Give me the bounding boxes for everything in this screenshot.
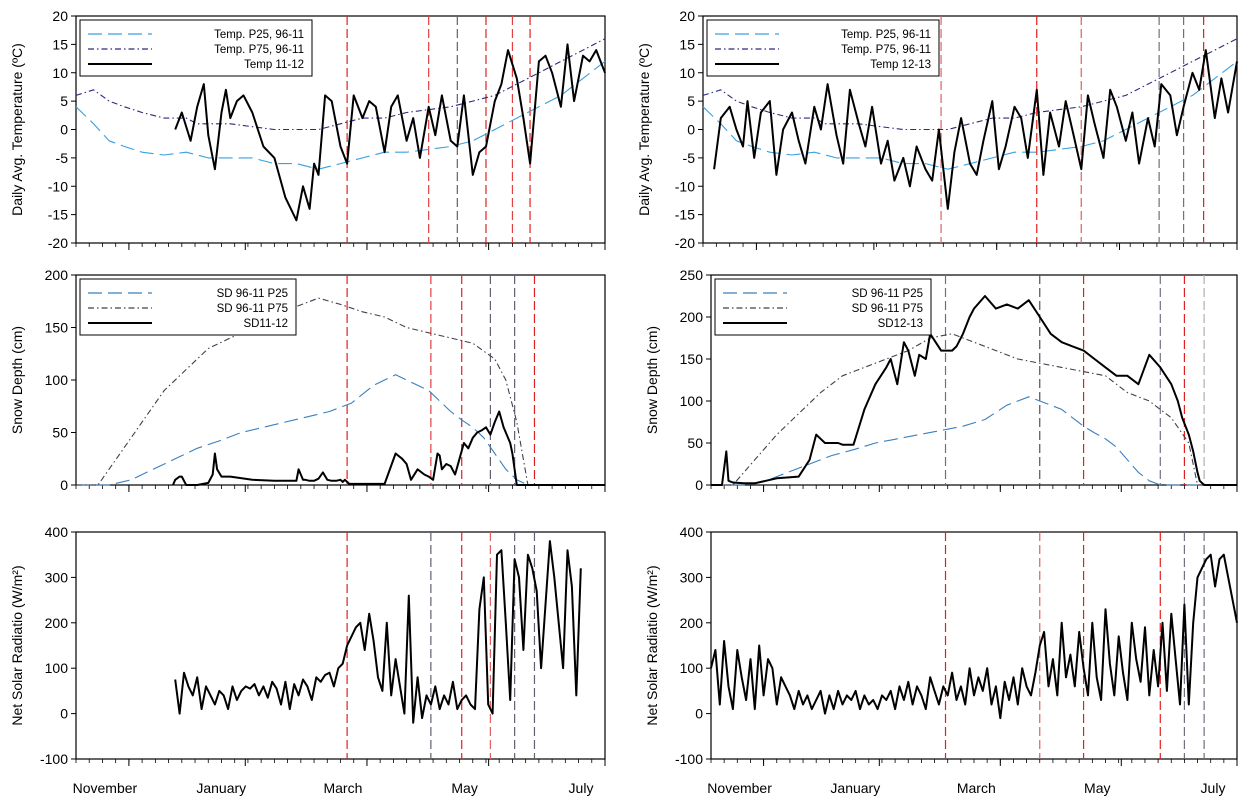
y-tick-label: -5: [683, 150, 696, 166]
y-tick-label: 400: [680, 524, 704, 540]
y-tick-label: 300: [45, 569, 69, 585]
y-tick-label: 20: [679, 8, 695, 24]
legend-box: [706, 19, 940, 77]
y-axis-title: Net Solar Radiatio (W/m²): [9, 565, 25, 725]
legend-label: SD12-13: [878, 318, 923, 330]
series-line-0: [710, 553, 1238, 720]
x-tick-label: July: [1201, 780, 1226, 796]
y-tick-label: -100: [40, 751, 68, 767]
y-tick-label: -15: [675, 207, 695, 223]
legend-label: Temp 12-13: [870, 59, 931, 71]
x-tick-label: January: [830, 780, 880, 796]
y-tick-label: 200: [45, 615, 69, 631]
y-tick-label: 100: [680, 393, 704, 409]
y-tick-label: 400: [45, 524, 69, 540]
legend-label: SD 96-11 P25: [217, 288, 288, 300]
y-axis-title: Daily Avg. Temperature (ºC): [9, 43, 25, 216]
legend-box: [79, 278, 297, 336]
legend-label: SD11-12: [243, 318, 288, 330]
y-tick-label: -5: [56, 150, 69, 166]
y-tick-label: 100: [45, 372, 69, 388]
series-line-2: [174, 43, 606, 222]
series-line-0: [76, 374, 605, 486]
y-tick-label: 10: [679, 65, 695, 81]
y-tick-label: -15: [48, 207, 68, 223]
y-axis-title: Daily Avg. Temperature (ºC): [636, 43, 652, 216]
x-tick-label: January: [196, 780, 246, 796]
series-line-1: [711, 333, 1237, 486]
series-line-0: [711, 396, 1237, 486]
x-tick-label: May: [451, 780, 477, 796]
y-axis-title: Snow Depth (cm): [644, 326, 660, 434]
legend-box: [714, 278, 932, 336]
x-tick-label: July: [569, 780, 594, 796]
y-tick-label: -10: [675, 178, 695, 194]
y-tick-label: 50: [687, 435, 703, 451]
panel-temp-11-12: 20 15 10 5 0 -5 -10 -15 -20 Daily Avg. Temperatur…: [9, 8, 606, 251]
series-line-0: [174, 540, 582, 724]
legend-label: SD 96-11 P75: [852, 303, 923, 315]
x-tick-label: November: [73, 780, 138, 796]
y-axis-title: Snow Depth (cm): [9, 326, 25, 434]
y-tick-label: 200: [45, 267, 69, 283]
y-tick-label: -20: [48, 235, 68, 251]
y-tick-label: 200: [680, 309, 704, 325]
panel-snow-depth-11-12: 200 150 100 50 0 Snow Depth (cm) SD 96-11 P25 S…: [9, 267, 606, 493]
y-tick-label: 0: [695, 706, 703, 722]
x-tick-label: November: [707, 780, 772, 796]
series-line-0: [702, 60, 1238, 170]
panel-snow-depth-12-13: 250 200 150 100 50 0 Snow Depth (cm) SD 96-11 P…: [644, 267, 1238, 493]
series-line-1: [75, 38, 606, 131]
y-tick-label: 5: [687, 93, 695, 109]
y-tick-label: 0: [60, 122, 68, 138]
y-tick-label: -100: [675, 751, 703, 767]
y-tick-label: 20: [52, 8, 68, 24]
plot-frame: [75, 531, 606, 760]
y-tick-label: 15: [679, 36, 695, 52]
legend-label: Temp. P75, 96-11: [841, 44, 931, 56]
x-tick-label: March: [957, 780, 996, 796]
y-tick-label: 50: [52, 425, 68, 441]
series-line-2: [711, 295, 1237, 486]
y-tick-label: 150: [680, 351, 704, 367]
y-tick-label: 200: [680, 615, 704, 631]
legend-label: SD 96-11 P75: [217, 303, 288, 315]
y-tick-label: 100: [45, 660, 69, 676]
y-tick-label: 10: [52, 65, 68, 81]
plot-frame: [710, 531, 1238, 760]
y-tick-label: 250: [680, 267, 704, 283]
series-line-2: [172, 410, 605, 486]
y-tick-label: 5: [60, 93, 68, 109]
y-tick-label: 0: [60, 477, 68, 493]
x-tick-label: March: [323, 780, 362, 796]
y-tick-label: 0: [60, 706, 68, 722]
y-tick-label: 0: [687, 122, 695, 138]
y-tick-label: 0: [695, 477, 703, 493]
y-tick-label: -10: [48, 178, 68, 194]
y-tick-label: 15: [52, 36, 68, 52]
series-line-2: [713, 49, 1238, 210]
panel-radiation-11-12: 400 300 200 100 0 -100 November January March May…: [9, 524, 606, 796]
y-tick-label: 100: [680, 660, 704, 676]
legend-label: Temp. P75, 96-11: [214, 44, 304, 56]
y-axis-title: Net Solar Radiatio (W/m²): [644, 565, 660, 725]
y-tick-label: 300: [680, 569, 704, 585]
legend-label: Temp. P25, 96-11: [214, 29, 304, 41]
legend-label: Temp. P25, 96-11: [841, 29, 931, 41]
legend-label: Temp 11-12: [244, 59, 304, 71]
legend-label: SD 96-11 P25: [852, 288, 923, 300]
y-tick-label: 150: [45, 320, 69, 336]
x-tick-label: May: [1084, 780, 1110, 796]
series-line-1: [76, 297, 605, 486]
panel-temp-12-13: 20 15 10 5 0 -5 -10 -15 -20 Daily Avg. Temperatur…: [636, 8, 1238, 251]
y-tick-label: -20: [675, 235, 695, 251]
legend-box: [79, 19, 313, 77]
